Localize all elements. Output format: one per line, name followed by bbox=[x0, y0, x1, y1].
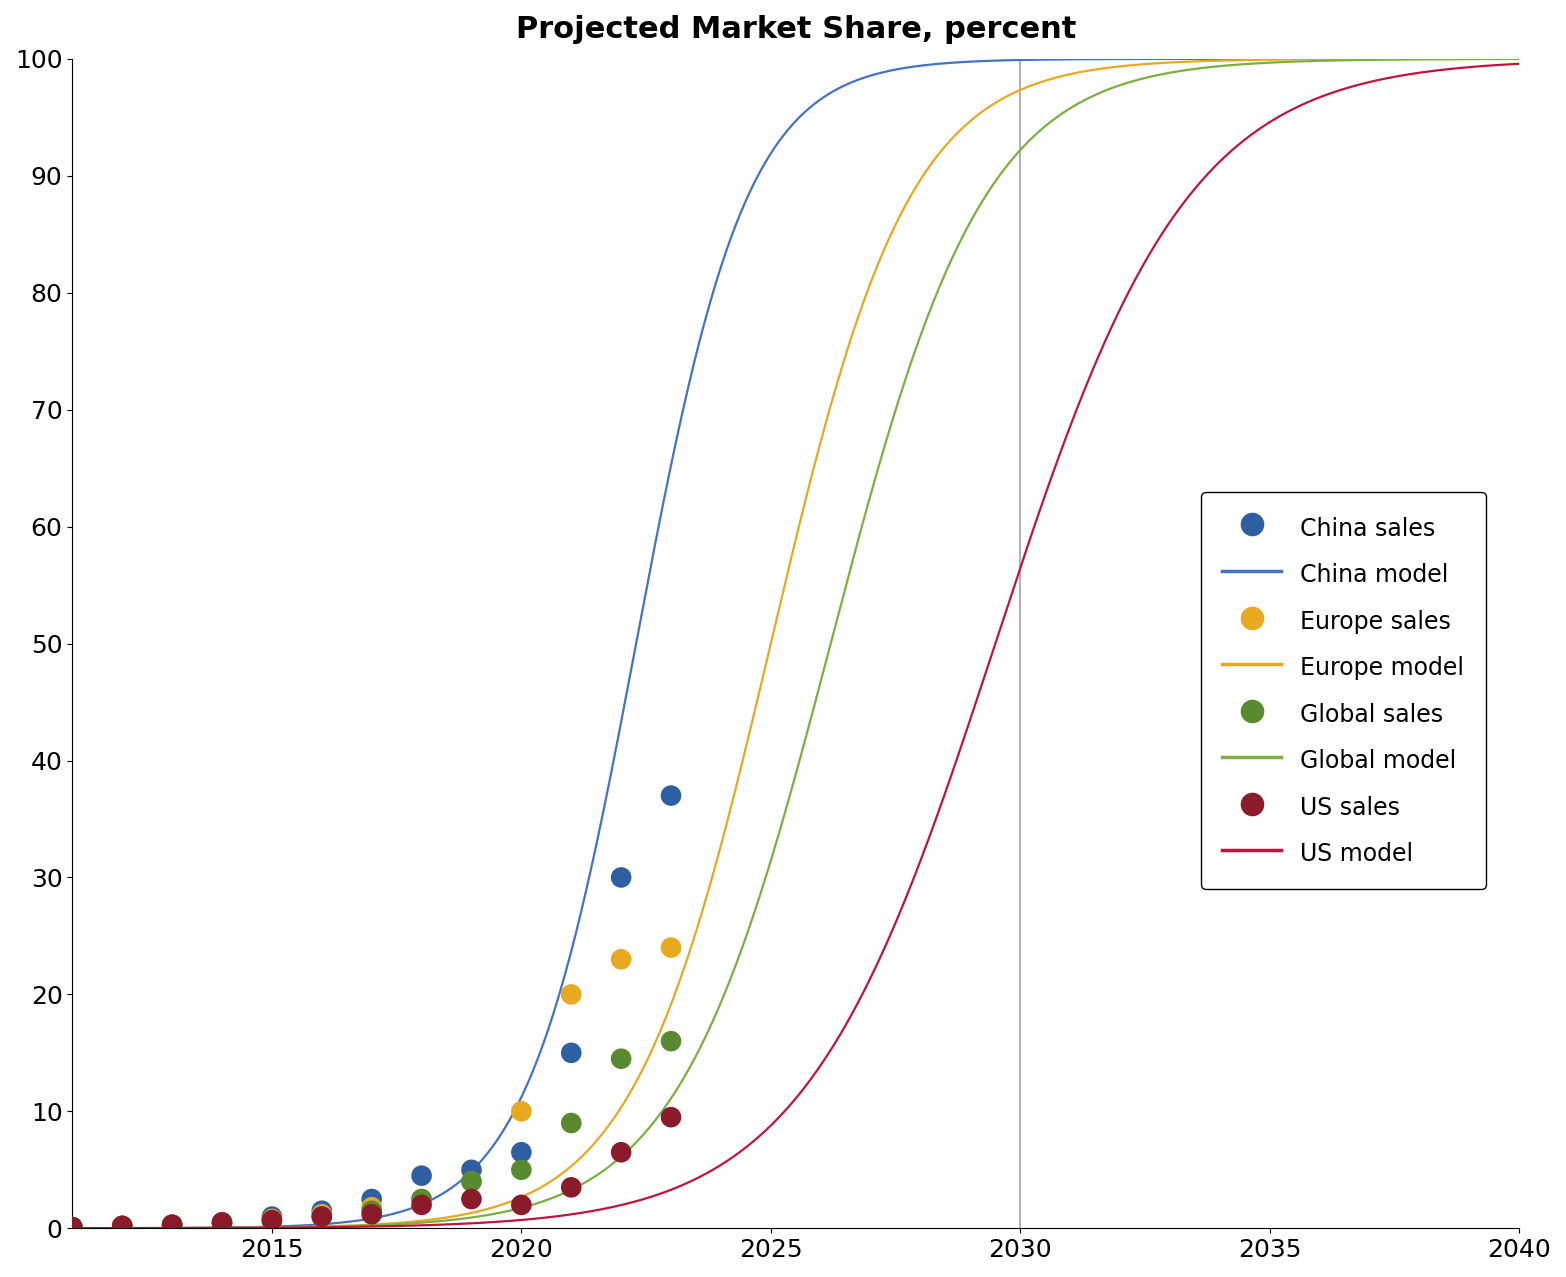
Point bbox=[559, 1112, 584, 1133]
Point bbox=[60, 1217, 85, 1237]
Point bbox=[509, 1101, 534, 1121]
Point bbox=[260, 1211, 285, 1231]
Title: Projected Market Share, percent: Projected Market Share, percent bbox=[515, 15, 1076, 43]
Point bbox=[110, 1216, 135, 1236]
Point bbox=[609, 867, 634, 888]
Point bbox=[509, 1160, 534, 1180]
Point bbox=[459, 1160, 484, 1180]
Point bbox=[658, 937, 683, 958]
Point bbox=[359, 1200, 384, 1221]
Point bbox=[509, 1142, 534, 1162]
Point bbox=[60, 1217, 85, 1237]
Point bbox=[459, 1171, 484, 1191]
Point bbox=[559, 985, 584, 1005]
Point bbox=[110, 1216, 135, 1236]
Point bbox=[260, 1207, 285, 1227]
Point bbox=[459, 1171, 484, 1191]
Point bbox=[160, 1214, 185, 1235]
Point bbox=[509, 1195, 534, 1216]
Point bbox=[60, 1217, 85, 1237]
Point bbox=[559, 1042, 584, 1062]
Point bbox=[658, 1107, 683, 1128]
Point bbox=[309, 1204, 334, 1225]
Point bbox=[160, 1214, 185, 1235]
Point bbox=[409, 1189, 434, 1209]
Point bbox=[210, 1213, 235, 1234]
Point bbox=[459, 1189, 484, 1209]
Point bbox=[309, 1200, 334, 1221]
Point bbox=[210, 1212, 235, 1232]
Point bbox=[260, 1209, 285, 1230]
Point bbox=[60, 1217, 85, 1237]
Point bbox=[559, 1177, 584, 1198]
Point bbox=[658, 1031, 683, 1051]
Point bbox=[609, 1142, 634, 1162]
Point bbox=[110, 1216, 135, 1236]
Point bbox=[160, 1214, 185, 1235]
Point bbox=[160, 1214, 185, 1235]
Point bbox=[309, 1207, 334, 1227]
Point bbox=[609, 949, 634, 969]
Point bbox=[309, 1207, 334, 1227]
Point bbox=[658, 785, 683, 806]
Point bbox=[359, 1204, 384, 1225]
Point bbox=[210, 1212, 235, 1232]
Point bbox=[210, 1212, 235, 1232]
Point bbox=[110, 1216, 135, 1236]
Legend: China sales, China model, Europe sales, Europe model, Global sales, Global model: China sales, China model, Europe sales, … bbox=[1201, 492, 1486, 889]
Point bbox=[609, 1048, 634, 1069]
Point bbox=[359, 1189, 384, 1209]
Point bbox=[409, 1195, 434, 1216]
Point bbox=[409, 1189, 434, 1209]
Point bbox=[409, 1166, 434, 1186]
Point bbox=[359, 1197, 384, 1217]
Point bbox=[260, 1209, 285, 1230]
